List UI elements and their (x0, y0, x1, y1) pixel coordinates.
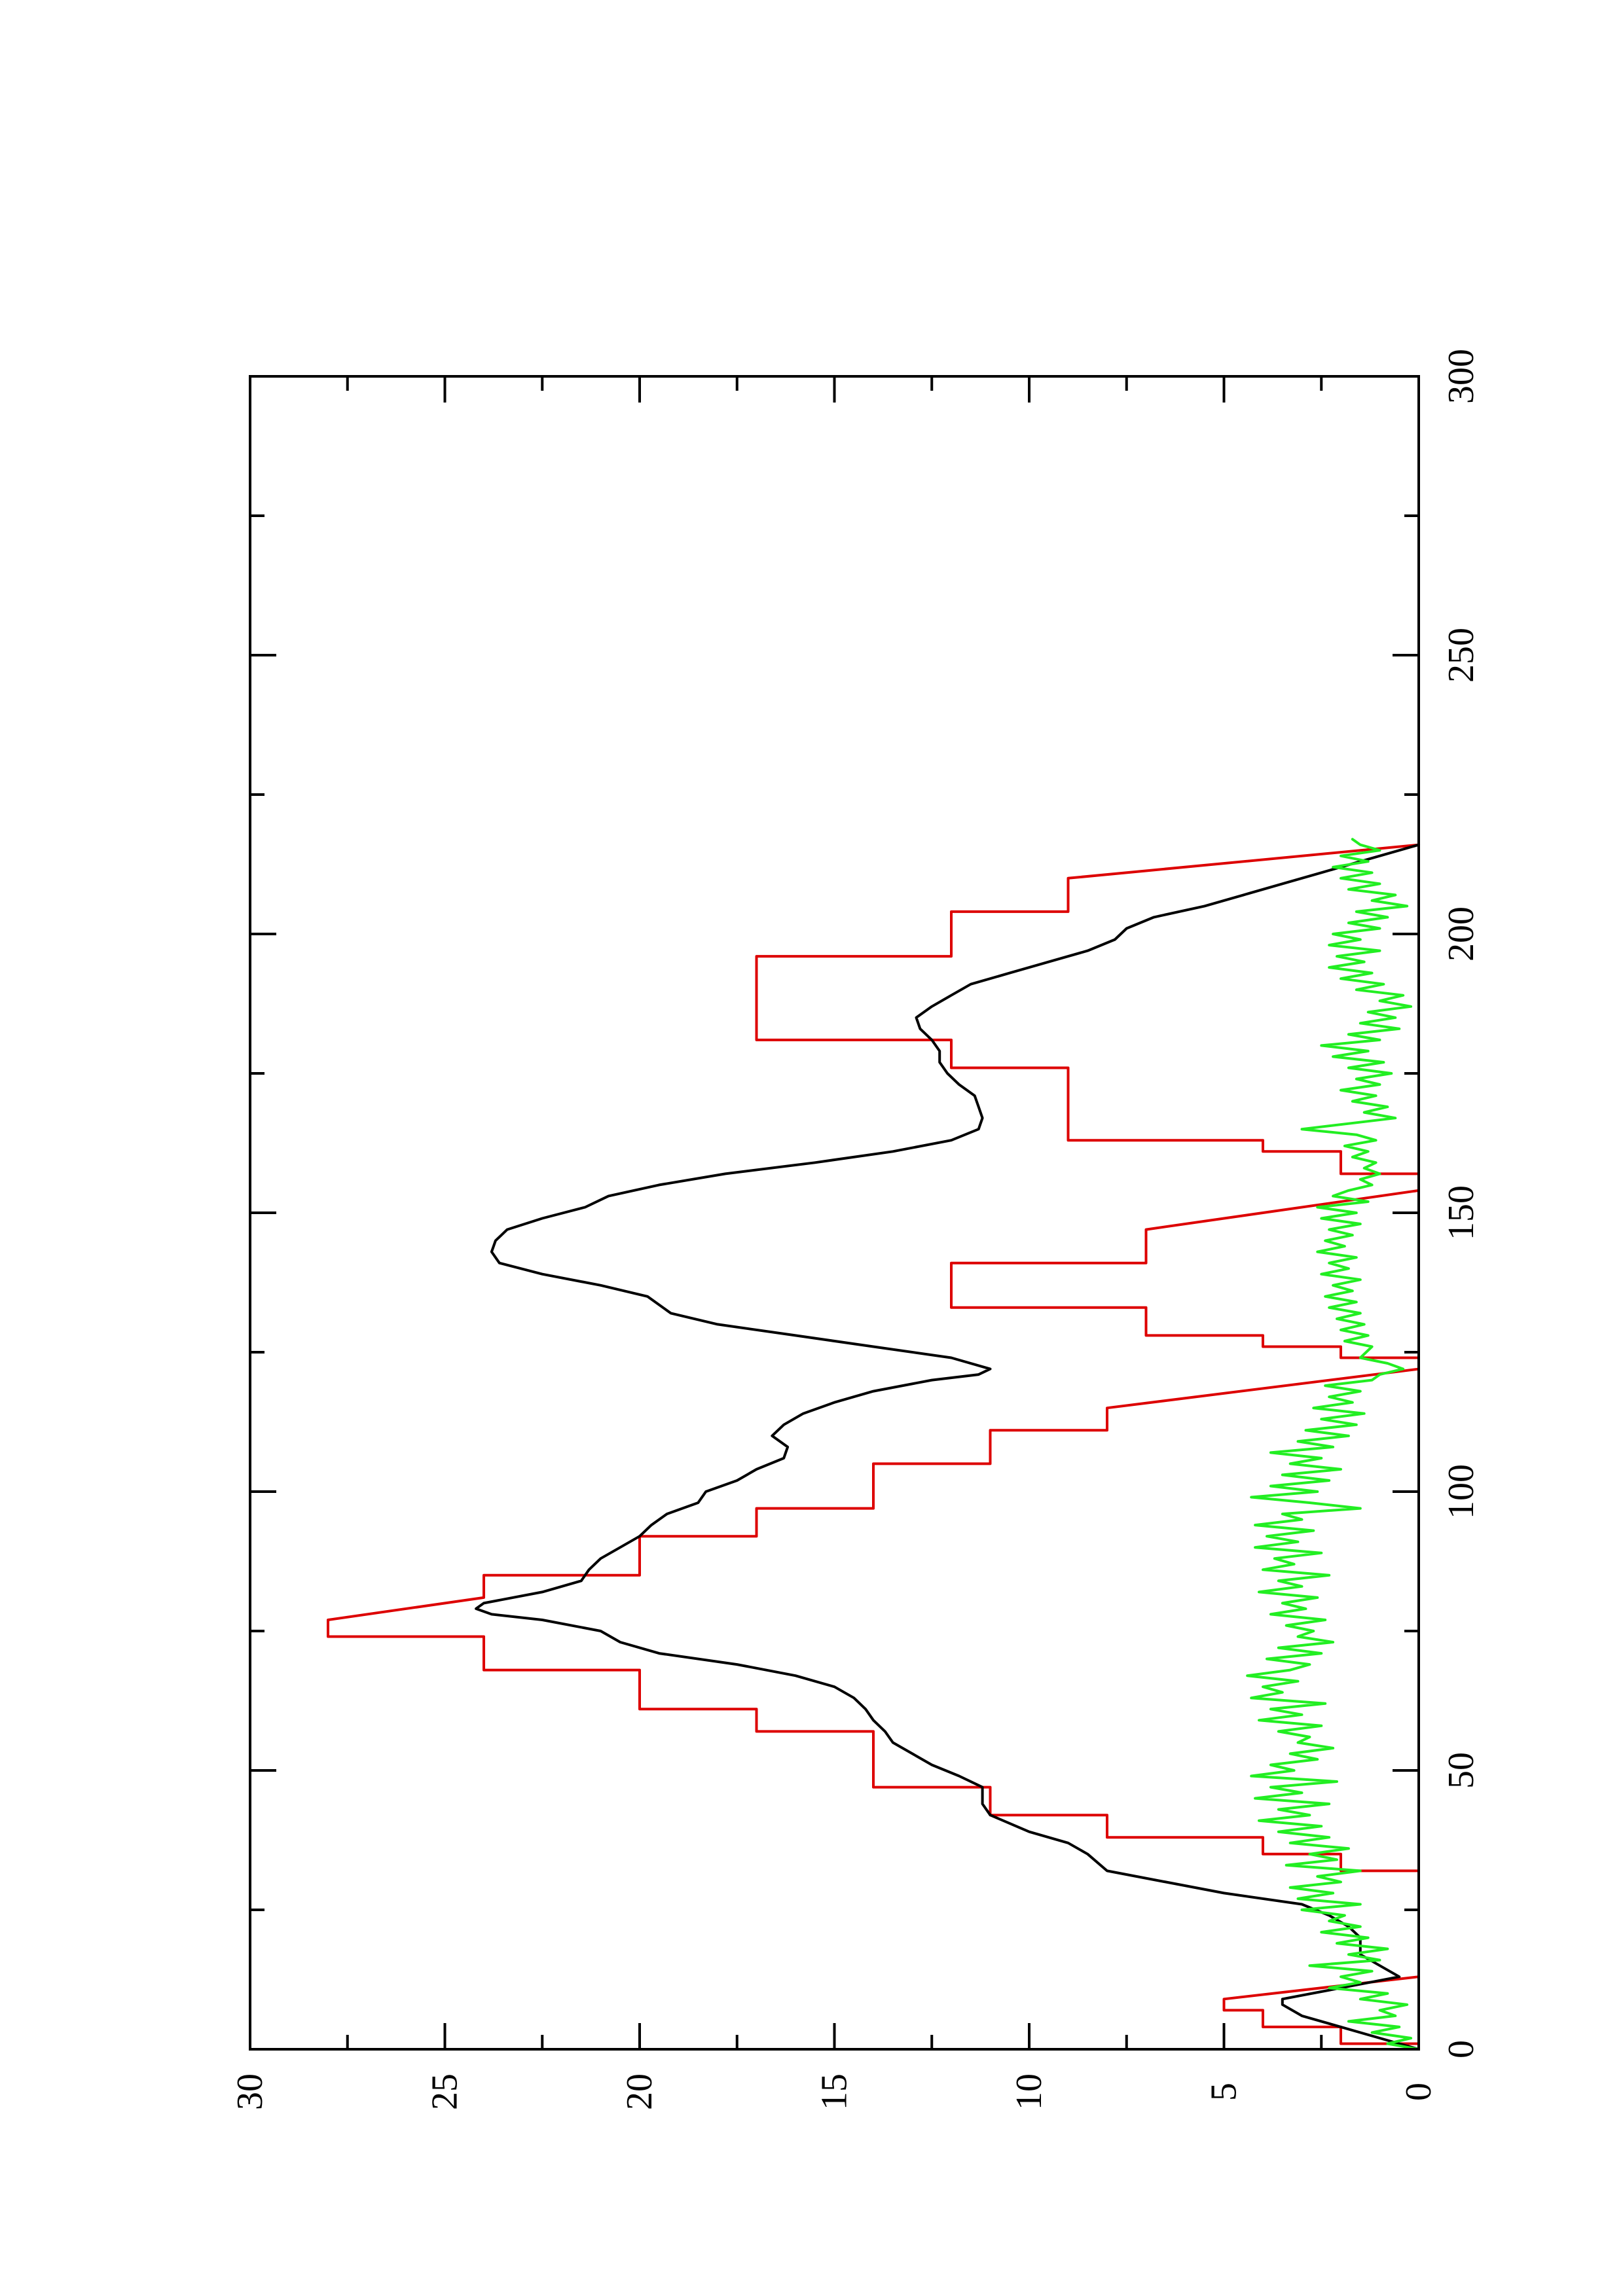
y-tick-label: 15 (814, 2073, 855, 2110)
series-line-3 (1246, 838, 1420, 2051)
y-tick-label: 25 (425, 2073, 465, 2110)
y-axis-ticks: 0 5 10 15 20 25 30 (230, 376, 1439, 2110)
y-tick-label: 5 (1204, 2083, 1245, 2101)
x-tick-label: 250 (1441, 628, 1482, 683)
y-tick-label: 20 (619, 2073, 660, 2110)
x-tick-label: 150 (1441, 1185, 1482, 1240)
plot-layer (327, 838, 1420, 2051)
x-tick-label: 100 (1441, 1464, 1482, 1519)
x-axis-ticks: 0 50 100 150 200 250 300 (250, 349, 1482, 2058)
x-tick-label: 300 (1441, 349, 1482, 404)
x-tick-label: 0 (1441, 2040, 1482, 2058)
y-tick-label: 10 (1009, 2073, 1049, 2110)
series-line-2 (475, 843, 1420, 2051)
x-tick-label: 50 (1441, 1752, 1482, 1789)
y-tick-label: 30 (230, 2073, 270, 2110)
y-tick-label: 0 (1398, 2083, 1439, 2101)
x-tick-label: 200 (1441, 906, 1482, 961)
